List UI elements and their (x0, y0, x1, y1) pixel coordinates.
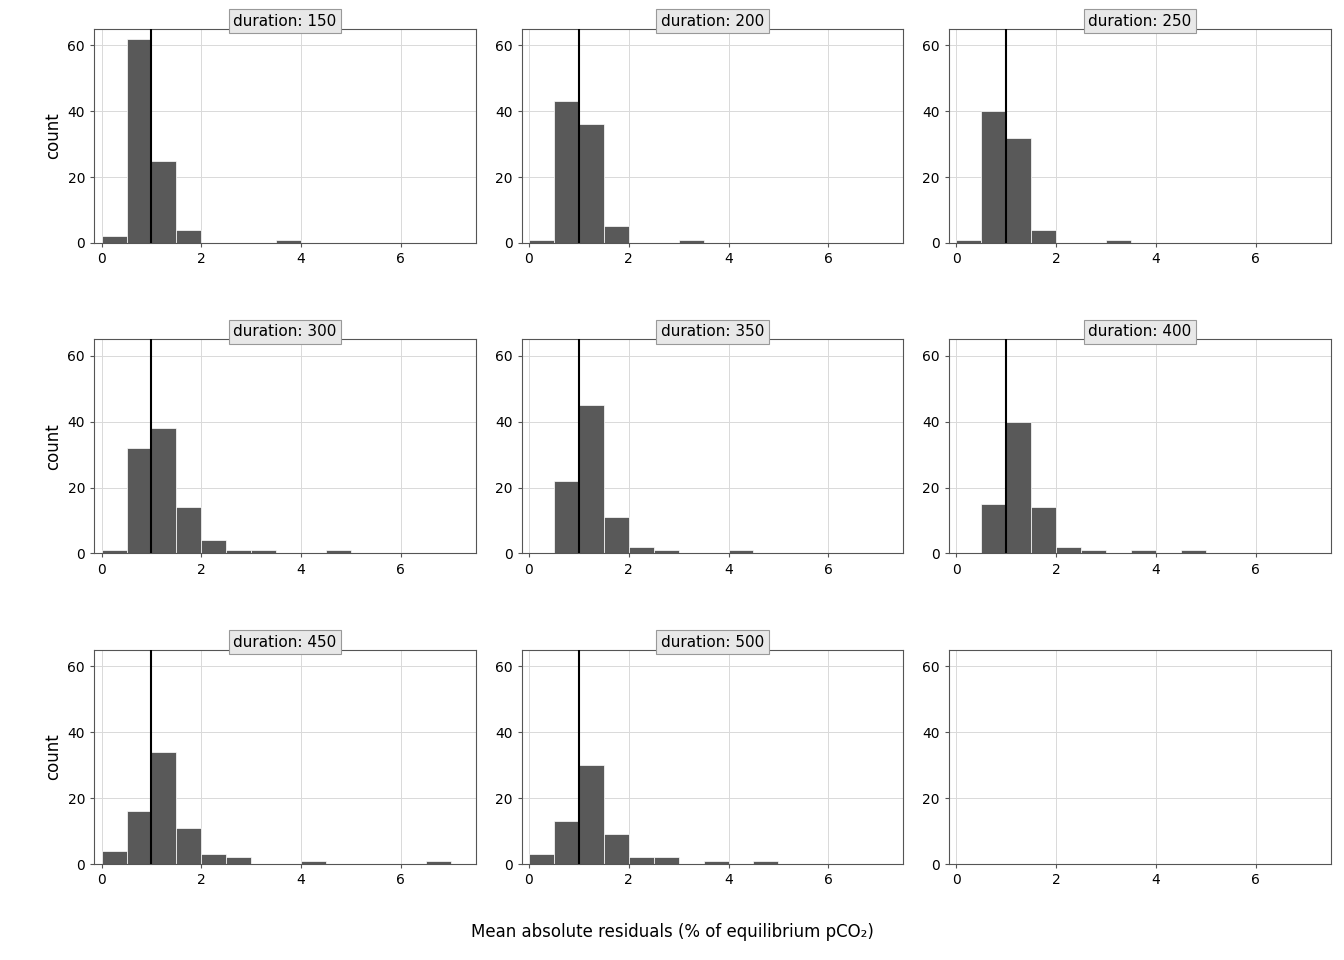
Bar (579, 765, 603, 864)
Bar (1056, 547, 1081, 554)
Text: duration: 250: duration: 250 (1089, 13, 1191, 29)
Bar (1031, 507, 1056, 554)
Bar (276, 240, 301, 243)
Text: duration: 200: duration: 200 (661, 13, 763, 29)
Bar (530, 854, 554, 864)
Bar (251, 550, 276, 554)
Bar (126, 38, 152, 243)
Bar (176, 229, 202, 243)
Bar (301, 861, 327, 864)
Bar (152, 160, 176, 243)
Bar (1031, 229, 1056, 243)
Bar (603, 517, 629, 554)
Y-axis label: count: count (44, 423, 62, 469)
Bar (126, 448, 152, 554)
Bar (981, 504, 1007, 554)
Bar (704, 861, 728, 864)
Y-axis label: count: count (44, 112, 62, 159)
Bar (653, 857, 679, 864)
Bar (554, 821, 579, 864)
Bar (653, 550, 679, 554)
Bar (1181, 550, 1206, 554)
Bar (226, 857, 251, 864)
Bar (102, 236, 126, 243)
Bar (554, 102, 579, 243)
Bar (629, 857, 653, 864)
Bar (152, 428, 176, 554)
Bar (579, 405, 603, 554)
Bar (327, 550, 351, 554)
Text: duration: 450: duration: 450 (234, 635, 336, 650)
Bar (981, 111, 1007, 243)
Bar (176, 507, 202, 554)
Bar (102, 851, 126, 864)
Bar (957, 240, 981, 243)
Bar (530, 240, 554, 243)
Bar (754, 861, 778, 864)
Bar (152, 752, 176, 864)
Bar (679, 240, 704, 243)
Bar (102, 550, 126, 554)
Bar (629, 547, 653, 554)
Bar (603, 834, 629, 864)
Bar (579, 125, 603, 243)
Text: duration: 300: duration: 300 (234, 324, 336, 339)
Text: duration: 400: duration: 400 (1089, 324, 1191, 339)
Text: duration: 350: duration: 350 (661, 324, 763, 339)
Bar (1106, 240, 1132, 243)
Bar (202, 854, 226, 864)
Text: duration: 150: duration: 150 (234, 13, 336, 29)
Text: Mean absolute residuals (% of equilibrium pCO₂): Mean absolute residuals (% of equilibriu… (470, 923, 874, 941)
Bar (1132, 550, 1156, 554)
Bar (176, 828, 202, 864)
Bar (728, 550, 754, 554)
Bar (126, 811, 152, 864)
Y-axis label: count: count (44, 733, 62, 780)
Bar (1007, 421, 1031, 554)
Bar (603, 227, 629, 243)
Bar (426, 861, 450, 864)
Text: duration: 500: duration: 500 (661, 635, 763, 650)
Bar (1081, 550, 1106, 554)
Bar (202, 540, 226, 554)
Bar (226, 550, 251, 554)
Bar (554, 481, 579, 554)
Bar (1007, 137, 1031, 243)
